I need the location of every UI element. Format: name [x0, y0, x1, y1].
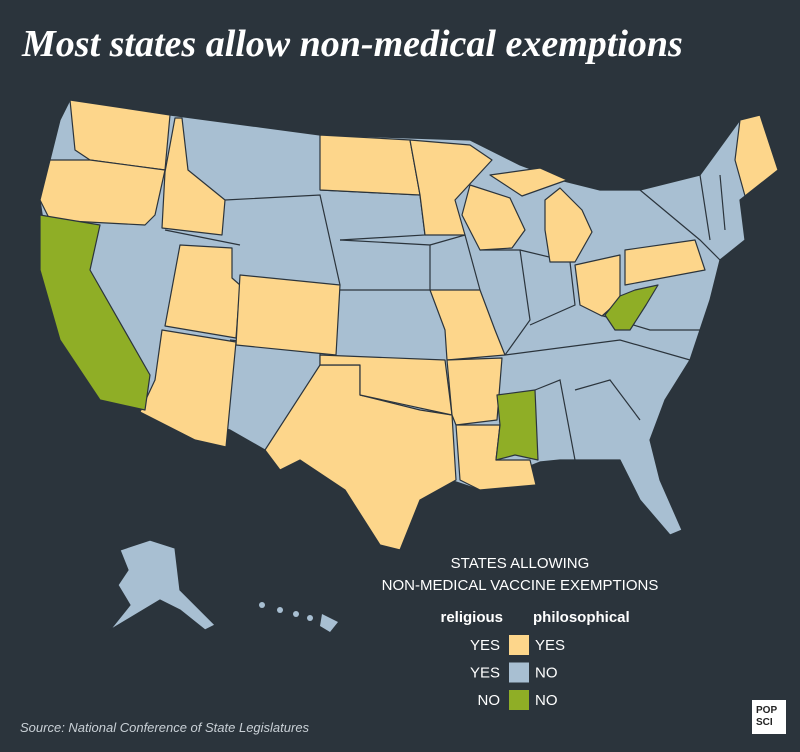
state-region	[139, 329, 237, 448]
state-region	[461, 184, 526, 251]
state-region	[489, 167, 568, 197]
state-region	[109, 539, 216, 631]
legend-philosophical: YES	[535, 637, 565, 654]
legend-rows: YES YES YES NO NO NO	[470, 635, 565, 710]
us-map	[39, 99, 779, 632]
islands	[259, 602, 338, 632]
state-region	[544, 187, 593, 263]
legend: STATES ALLOWING NON-MEDICAL VACCINE EXEM…	[382, 555, 659, 710]
legend-column: philosophical	[533, 609, 630, 626]
state-region	[495, 389, 539, 461]
state-region	[161, 117, 226, 236]
title: Most states allow non-medical exemptions	[21, 23, 683, 65]
legend-religious: NO	[478, 692, 501, 709]
legend-title: STATES ALLOWING	[451, 555, 590, 572]
state-region	[409, 139, 493, 236]
state-region	[319, 134, 421, 196]
legend-column: religious	[440, 609, 503, 626]
state-region	[429, 289, 506, 361]
state-region	[734, 114, 779, 197]
logo: SCI	[756, 717, 773, 728]
state-region	[39, 159, 166, 226]
logo-box	[752, 700, 786, 734]
legend-swatch	[509, 662, 529, 683]
legend-swatch	[509, 635, 529, 655]
state-region	[604, 284, 659, 331]
state-region	[39, 214, 151, 411]
state-region	[446, 357, 503, 426]
state-region	[319, 354, 453, 416]
legend-swatch	[509, 690, 529, 710]
legend-religious: YES	[470, 665, 500, 682]
legend-religious: YES	[470, 637, 500, 654]
legend-philosophical: NO	[535, 665, 558, 682]
source: Source: National Conference of State Leg…	[20, 720, 310, 735]
state-region	[624, 239, 706, 286]
state-region	[235, 274, 341, 356]
legend-title: NON-MEDICAL VACCINE EXEMPTIONS	[382, 577, 659, 594]
logo: POP	[756, 705, 777, 716]
legend-philosophical: NO	[535, 692, 558, 709]
